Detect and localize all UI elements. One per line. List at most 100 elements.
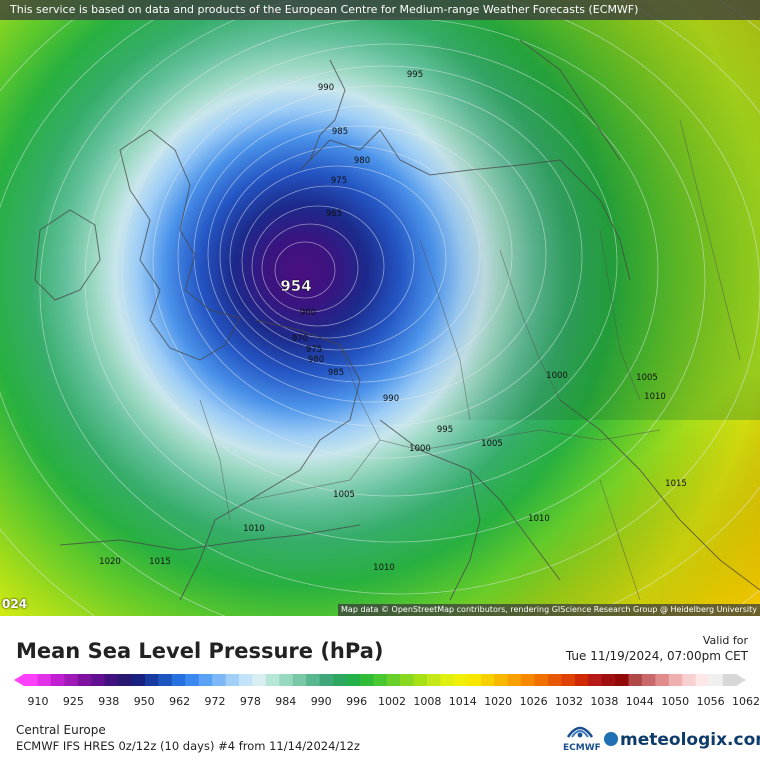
colorbar-cell <box>37 674 52 686</box>
colorbar-tick-label: 1020 <box>484 695 513 708</box>
colorbar-cell <box>695 674 710 686</box>
isobar-label: 1010 <box>644 392 666 402</box>
southeast-tint <box>380 300 760 616</box>
colorbar-cell <box>400 674 415 686</box>
colorbar-ticks: 910 925 938 950 962 972 978 984 990 996 1002 1008 10… <box>0 695 760 709</box>
colorbar-tick-label: 938 <box>98 695 120 708</box>
isobar-label: 965 <box>326 209 342 219</box>
isobar-label: 1005 <box>636 373 658 383</box>
colorbar-tick-label: 1026 <box>519 695 548 708</box>
colorbar-cell <box>521 674 536 686</box>
map-title: Mean Sea Level Pressure (hPa) <box>16 639 384 663</box>
colorbar-cell <box>561 674 576 686</box>
colorbar-cell <box>413 674 428 686</box>
isobar-label: 995 <box>437 425 453 435</box>
colorbar-cell <box>144 674 159 686</box>
isobar-label: 960 <box>300 308 316 318</box>
colorbar-tick-label: 1038 <box>590 695 619 708</box>
colorbar-tick-label: 990 <box>310 695 332 708</box>
colorbar-cell <box>319 674 334 686</box>
colorbar-cell <box>185 674 200 686</box>
isobar-label-group: 9959909859809759659609709759809859909951… <box>99 70 687 573</box>
colorbar-tick-label: 1050 <box>661 695 690 708</box>
colorbar-tick-label: 1002 <box>378 695 406 708</box>
colorbar-cell <box>427 674 442 686</box>
map-svg: 9959909859809759659609709759809859909951… <box>0 0 760 616</box>
model-run-info: ECMWF IFS HRES 0z/12z (10 days) #4 from … <box>16 739 360 753</box>
ecmwf-logo-icon <box>566 726 594 738</box>
colorbar-max-arrow <box>736 674 746 686</box>
colorbar-min-arrow <box>14 674 24 686</box>
isobar-label: 1005 <box>481 439 503 449</box>
valid-for-label: Valid for <box>702 634 748 647</box>
isobar-label: 1000 <box>546 371 568 381</box>
colorbar-cell <box>641 674 656 686</box>
colorbar-tick-label: 1032 <box>555 695 583 708</box>
colorbar-cell <box>534 674 549 686</box>
colorbar-cell <box>91 674 106 686</box>
isobar-label: 1010 <box>243 524 265 534</box>
colorbar-cell <box>373 674 388 686</box>
colorbar-cell <box>547 674 562 686</box>
isobar-label: 1020 <box>99 557 121 567</box>
colorbar-cell <box>131 674 146 686</box>
brand-text: meteologix.com <box>620 730 760 750</box>
colorbar-tick-label: 1014 <box>448 695 477 708</box>
forecast-step-number: 024 <box>2 597 28 611</box>
colorbar-tick-label: 972 <box>204 695 226 708</box>
pressure-map: 995 990 985 980 975 965 960 970 975 980 985 990 995 1… <box>0 0 760 616</box>
colorbar-tick-label: 925 <box>62 695 84 708</box>
colorbar-cell <box>279 674 294 686</box>
isobar-label: 975 <box>306 345 322 355</box>
colorbar-tick-label: 978 <box>239 695 261 708</box>
colorbar-cell <box>198 674 213 686</box>
legend-panel: Mean Sea Level Pressure (hPa) Valid for … <box>0 616 760 760</box>
colorbar-cell <box>104 674 119 686</box>
colorbar-cell <box>265 674 280 686</box>
colorbar-cell <box>628 674 643 686</box>
colorbar-cell <box>332 674 348 686</box>
colorbar-tick-label: 910 <box>27 695 49 708</box>
colorbar-cell <box>77 674 92 686</box>
low-center-label: 954 <box>280 277 311 295</box>
colorbar-cell <box>238 674 253 686</box>
colorbar-tick-label: 1008 <box>413 695 442 708</box>
colorbar-tick-label: 1044 <box>625 695 654 708</box>
region-label: Central Europe <box>16 723 106 737</box>
colorbar-cell <box>212 674 227 686</box>
ecmwf-notice-banner: This service is based on data and produc… <box>0 0 760 20</box>
colorbar-cell <box>722 674 737 686</box>
colorbar-tick-label: 984 <box>275 695 297 708</box>
isobar-label: 1015 <box>149 557 171 567</box>
colorbar-cell <box>118 674 133 686</box>
colorbar-cell <box>467 674 482 686</box>
colorbar-cell <box>668 674 683 686</box>
colorbar-cell <box>225 674 240 686</box>
colorbar-tick-label: 1056 <box>696 695 725 708</box>
colorbar-cell <box>574 674 589 686</box>
colorbar-tick-label: 1062 <box>732 695 760 708</box>
colorbar-cell <box>480 674 495 686</box>
isobar-label: 990 <box>383 394 399 404</box>
colorbar-cell <box>252 674 267 686</box>
meteologix-logo[interactable]: meteologix.com <box>604 730 760 750</box>
isobar-label: 1000 <box>409 444 431 454</box>
colorbar-tick-label: 962 <box>169 695 191 708</box>
isobar-label: 995 <box>407 70 423 80</box>
ecmwf-logo: ECMWF <box>563 717 601 757</box>
colorbar-cell <box>292 674 307 686</box>
colorbar-cell <box>601 674 616 686</box>
colorbar-tick-label: 996 <box>346 695 368 708</box>
borders <box>199 119 741 601</box>
colorbar-cell <box>359 674 374 686</box>
colorbar-cell <box>386 674 401 686</box>
colorbar-cell <box>158 674 173 686</box>
coastlines <box>34 39 760 601</box>
colorbar-cell <box>615 674 630 686</box>
colorbar-cell <box>50 674 65 686</box>
ecmwf-logo-text: ECMWF <box>563 743 601 753</box>
isobar-label: 1015 <box>665 479 687 489</box>
colorbar-cell <box>507 674 522 686</box>
isobar-label: 970 <box>292 334 308 344</box>
isobar-label: 985 <box>332 127 348 137</box>
